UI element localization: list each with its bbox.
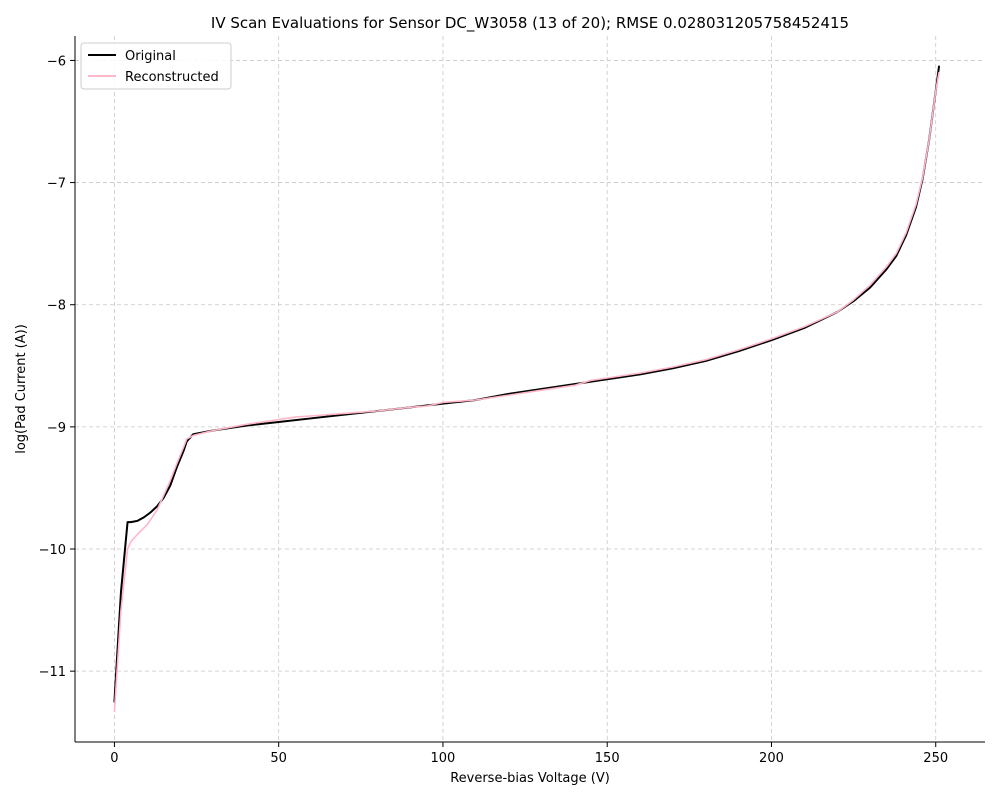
axes (74, 36, 985, 743)
series-line-reconstructed (113, 71, 940, 713)
x-tick-label: 150 (595, 751, 620, 766)
chart-title: IV Scan Evaluations for Sensor DC_W3058 … (211, 14, 849, 33)
legend-box (80, 42, 232, 90)
legend-label-reconstructed: Reconstructed (125, 70, 219, 85)
x-ticks: 0 50 100 150 200 250 (110, 742, 948, 766)
x-tick-label: 100 (431, 751, 456, 766)
legend: Original Reconstructed (80, 42, 232, 90)
series-layer (113, 65, 941, 713)
x-axis-label: Reverse-bias Voltage (V) (450, 771, 610, 786)
y-tick-label: −10 (39, 543, 66, 558)
y-tick-label: −8 (47, 299, 66, 314)
grid-lines (75, 36, 985, 742)
y-axis-label: log(Pad Current (A)) (14, 324, 29, 454)
x-tick-label: 50 (270, 751, 287, 766)
x-tick-label: 250 (923, 751, 948, 766)
y-tick-label: −9 (47, 421, 66, 436)
y-tick-label: −7 (47, 177, 66, 192)
x-tick-label: 200 (759, 751, 784, 766)
x-tick-label: 0 (110, 751, 118, 766)
y-tick-label: −11 (39, 665, 66, 680)
y-tick-label: −6 (47, 54, 66, 69)
legend-label-original: Original (125, 49, 176, 64)
y-ticks: −11 −10 −9 −8 −7 −6 (39, 54, 75, 680)
